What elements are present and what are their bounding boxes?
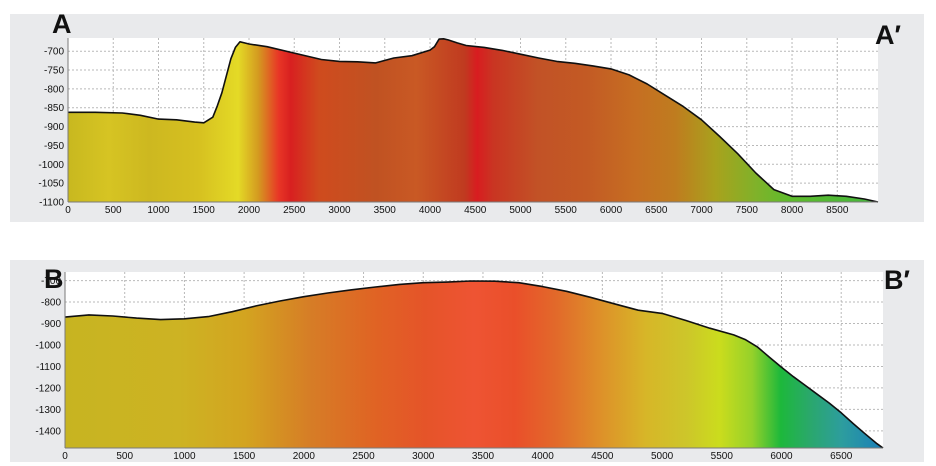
elevation-line (68, 38, 879, 203)
x-tick-label: 3500 (472, 451, 495, 462)
x-tick-label: 1500 (193, 205, 216, 216)
y-tick-label: -850 (44, 103, 64, 114)
x-tick-label: 1000 (147, 205, 170, 216)
x-tick-label: 6500 (645, 205, 668, 216)
y-tick-label: -1000 (35, 340, 61, 351)
x-tick-label: 2500 (352, 451, 375, 462)
y-tick-label: -800 (41, 298, 61, 309)
y-tick-label: -700 (41, 276, 61, 287)
x-tick-label: 4500 (464, 205, 487, 216)
x-tick-label: 0 (62, 451, 68, 462)
x-tick-label: 2000 (238, 205, 261, 216)
x-tick-label: 7500 (736, 205, 759, 216)
y-tick-label: -1200 (35, 383, 61, 394)
x-tick-label: 5500 (555, 205, 578, 216)
y-tick-label: -800 (44, 84, 64, 95)
x-tick-label: 1000 (173, 451, 196, 462)
y-tick-label: -1100 (36, 362, 61, 373)
x-tick-label: 4500 (591, 451, 614, 462)
x-tick-label: 500 (116, 451, 133, 462)
profile-panel-2: 0 500 1000 1500 2000 2500 3000 3500 4000 4500 5000… (10, 260, 924, 462)
section-start-label: B (44, 264, 64, 294)
elevation-area (65, 281, 883, 448)
y-tick-label: -1300 (35, 405, 61, 416)
x-tick-label: 7000 (690, 205, 713, 216)
x-tick-label: 8000 (781, 205, 804, 216)
x-tick-label: 5000 (651, 451, 674, 462)
y-tick-label: -1050 (38, 179, 64, 190)
y-tick-label: -750 (44, 66, 64, 77)
x-tick-label: 2500 (283, 205, 306, 216)
x-tick-label: 2000 (293, 451, 316, 462)
y-tick-label: -1100 (39, 198, 64, 209)
section-end-label: B′ (884, 265, 910, 295)
elevation-line (64, 280, 884, 449)
y-tick-label: -900 (41, 319, 61, 330)
x-tick-label: 4000 (532, 451, 555, 462)
x-tick-label: 5500 (711, 451, 734, 462)
x-tick-label: 3500 (374, 205, 397, 216)
x-tick-label: 6500 (830, 451, 853, 462)
y-tick-label: -950 (44, 141, 64, 152)
x-tick-label: 5000 (509, 205, 532, 216)
y-tick-label: -1000 (38, 160, 64, 171)
x-tick-label: 4000 (419, 205, 442, 216)
x-tick-label: 1500 (233, 451, 256, 462)
x-tick-label: 0 (65, 205, 71, 216)
x-tick-label: 500 (105, 205, 122, 216)
x-tick-label: 3000 (412, 451, 435, 462)
x-tick-label: 3000 (328, 205, 351, 216)
elevation-area (68, 38, 878, 202)
x-tick-label: 6000 (770, 451, 793, 462)
profile-panel-1: 0 500 1000 1500 2000 2500 3000 3500 4000 4500 5000… (10, 9, 924, 222)
y-tick-label: -900 (44, 122, 64, 133)
section-end-label: A′ (875, 20, 901, 50)
section-start-label: A (52, 9, 72, 39)
x-tick-label: 6000 (600, 205, 623, 216)
y-tick-label: -700 (44, 47, 64, 58)
y-tick-label: -1400 (35, 426, 61, 437)
x-tick-label: 8500 (826, 205, 849, 216)
